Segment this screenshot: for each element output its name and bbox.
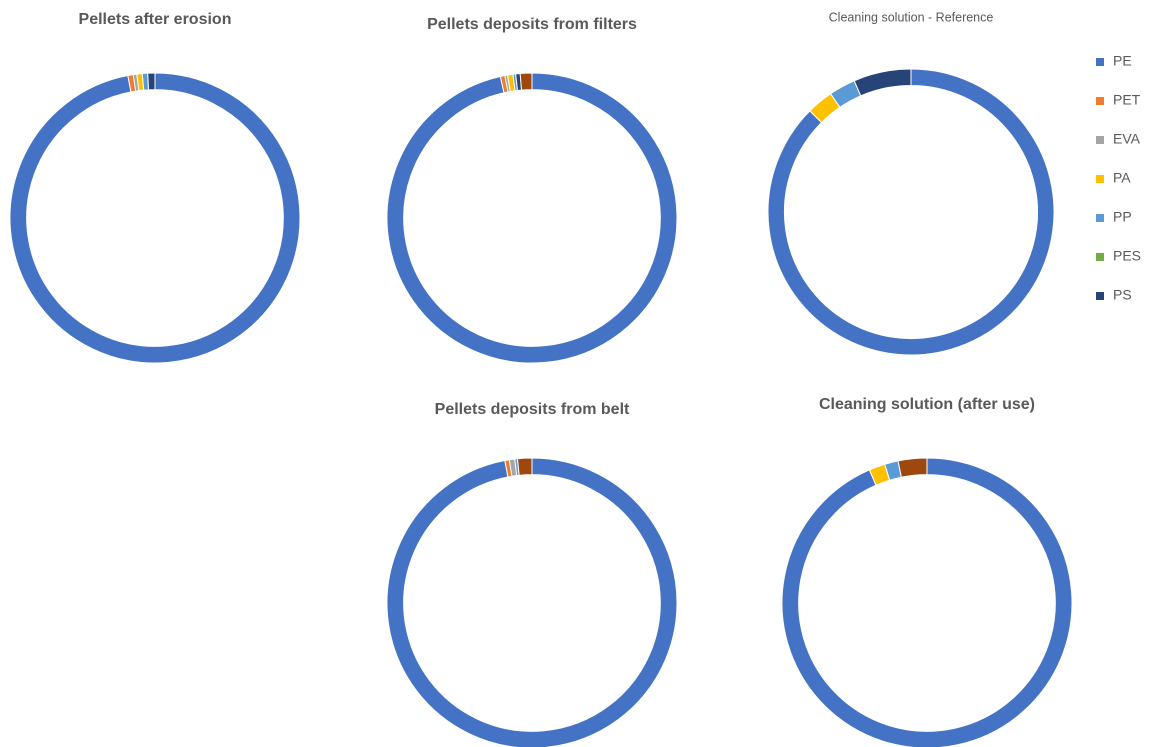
donut-segment xyxy=(781,457,1073,747)
donut-chart: Pellets deposits from belt xyxy=(386,401,678,747)
legend-label: PET xyxy=(1113,92,1141,108)
legend-swatch xyxy=(1096,214,1104,222)
donut-chart: Pellets after erosion xyxy=(9,11,301,364)
donut-chart: Cleaning solution - Reference PE PET EVA PA P… xyxy=(767,10,1141,356)
chart-title: Pellets deposits from belt xyxy=(435,401,630,418)
donut-segment xyxy=(767,68,1055,356)
legend-swatch xyxy=(1096,58,1104,66)
donut-segment xyxy=(897,457,928,478)
donut-segment xyxy=(516,457,533,476)
legend-swatch xyxy=(1096,97,1104,105)
donut-chart: Cleaning solution (after use) xyxy=(781,396,1073,747)
legend-label: PE xyxy=(1113,53,1132,69)
legend-swatch xyxy=(1096,175,1104,183)
donut-segment xyxy=(386,72,678,364)
donut-segment xyxy=(386,457,678,747)
legend-swatch xyxy=(1096,136,1104,144)
legend-swatch xyxy=(1096,253,1104,261)
chart-title: Cleaning solution (after use) xyxy=(819,396,1035,413)
legend-label: EVA xyxy=(1113,131,1141,147)
donut-chart: Pellets deposits from filters xyxy=(386,16,678,364)
donut-segment xyxy=(519,72,533,91)
donut-segment xyxy=(147,72,156,91)
donut-segment xyxy=(9,72,301,364)
legend-label: PP xyxy=(1113,209,1132,225)
donut-segment xyxy=(853,68,912,97)
legend-label: PES xyxy=(1113,248,1141,264)
chart-title: Cleaning solution - Reference xyxy=(829,10,994,24)
legend-swatch xyxy=(1096,292,1104,300)
legend-label: PA xyxy=(1113,170,1131,186)
chart-title: Pellets deposits from filters xyxy=(427,16,637,33)
legend-label: PS xyxy=(1113,287,1132,303)
chart-title: Pellets after erosion xyxy=(79,11,232,28)
